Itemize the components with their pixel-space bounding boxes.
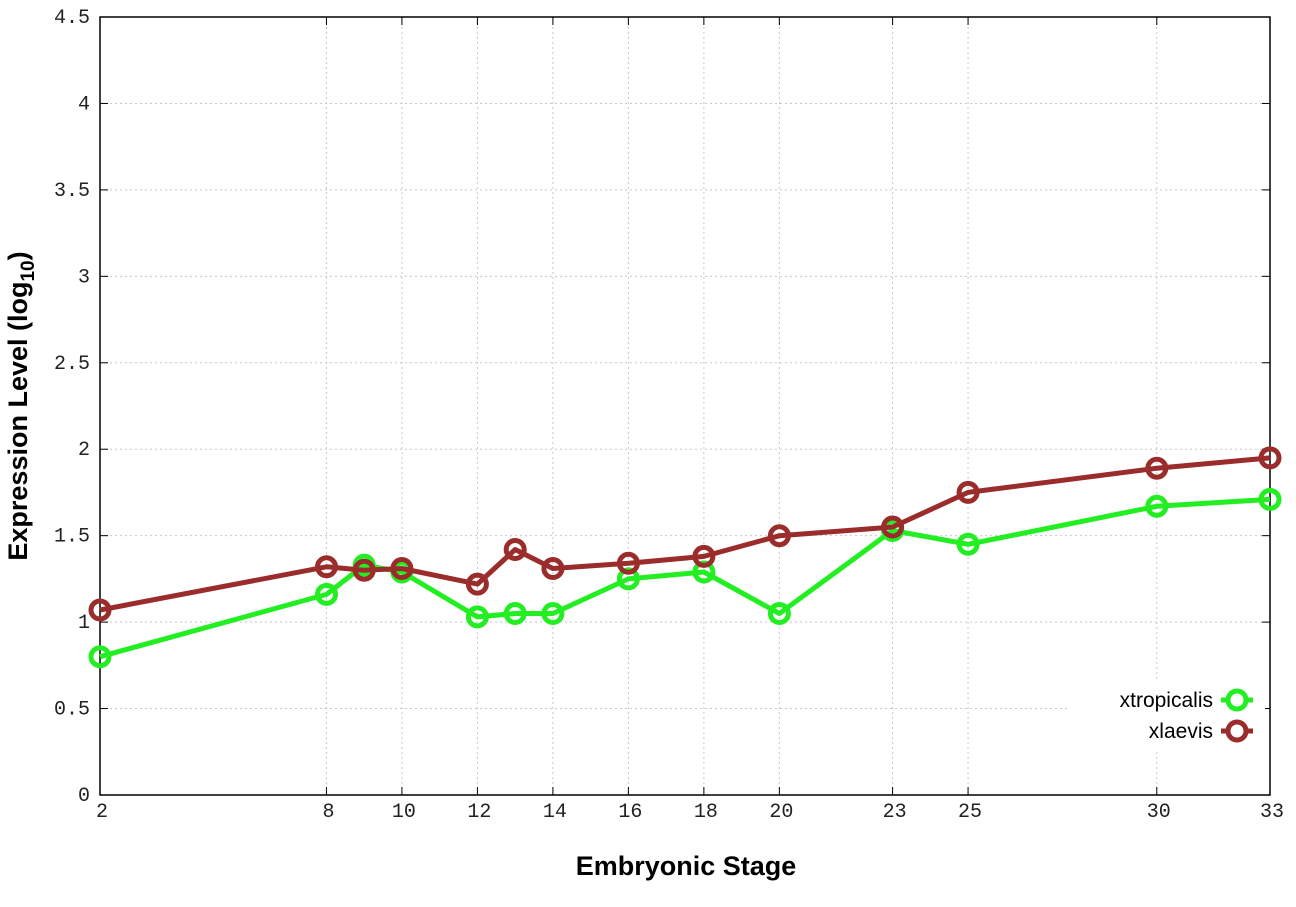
data-point-xlaevis — [1145, 456, 1169, 480]
y-tick-label: 0 — [78, 785, 90, 808]
y-tick-label: 3.5 — [54, 180, 90, 203]
data-point-xtropicalis — [1258, 487, 1282, 511]
x-axis-title: Embryonic Stage — [576, 851, 797, 881]
data-point-xtropicalis — [88, 645, 112, 669]
y-tick-label: 4.5 — [54, 7, 90, 30]
data-point-xlaevis — [315, 555, 338, 579]
data-point-xlaevis — [881, 515, 905, 539]
legend-swatch-marker-xlaevis — [1225, 719, 1249, 743]
axis-ticks: 0 0.5 1 1.5 2 2.5 3 3.5 4 4.5 2 8 10 12 14 16 18 20 23 25 30… — [54, 7, 1284, 824]
data-point-xtropicalis — [503, 602, 527, 625]
data-point-xlaevis — [1258, 446, 1282, 470]
data-point-xlaevis — [503, 538, 527, 561]
series-line-xlaevis — [99, 455, 1271, 613]
x-tick-label: 10 — [392, 801, 416, 824]
x-tick-label: 16 — [618, 801, 642, 824]
x-tick-label: 25 — [958, 801, 982, 824]
y-tick-label: 2.5 — [54, 353, 90, 376]
data-point-xtropicalis — [541, 602, 565, 625]
data-point-xlaevis — [767, 524, 791, 548]
x-tick-label: 2 — [96, 801, 108, 824]
data-point-xlaevis — [616, 551, 640, 575]
x-tick-label: 33 — [1260, 801, 1284, 824]
y-tick-label: 1.5 — [54, 526, 90, 549]
data-point-xtropicalis — [465, 605, 489, 629]
y-tick-label: 4 — [78, 93, 90, 116]
data-point-xtropicalis — [956, 532, 980, 556]
y-axis-title-main: Expression Level (log — [3, 282, 33, 561]
x-tick-label: 23 — [883, 801, 907, 824]
series-xlaevis — [88, 446, 1282, 622]
data-point-xlaevis — [88, 598, 112, 622]
y-tick-label: 3 — [78, 266, 90, 289]
y-axis-title-subscript: 10 — [18, 260, 39, 281]
legend-label-xlaevis: xlaevis — [1149, 720, 1213, 743]
data-point-xlaevis — [352, 558, 376, 582]
y-tick-label: 0.5 — [54, 699, 90, 722]
data-point-xlaevis — [692, 544, 716, 568]
legend-label-xtropicalis: xtropicalis — [1120, 689, 1213, 712]
x-tick-label: 12 — [467, 801, 491, 824]
series — [88, 446, 1282, 669]
y-axis-title: Expression Level (log10) — [3, 251, 39, 560]
data-point-xtropicalis — [767, 602, 791, 625]
x-tick-label: 20 — [769, 801, 793, 824]
x-tick-label: 30 — [1147, 801, 1171, 824]
data-point-xtropicalis — [1145, 494, 1169, 518]
data-point-xlaevis — [465, 572, 489, 596]
data-point-xlaevis — [541, 557, 565, 580]
y-tick-label: 2 — [78, 439, 90, 462]
x-tick-label: 14 — [543, 801, 567, 824]
x-tick-label: 8 — [322, 801, 334, 824]
plot-frame — [99, 16, 1271, 796]
data-point-xlaevis — [390, 557, 414, 580]
grid — [100, 17, 1270, 795]
y-tick-label: 1 — [78, 612, 90, 635]
data-point-xlaevis — [956, 480, 980, 504]
y-axis-title-close: ) — [3, 251, 33, 260]
x-tick-label: 18 — [694, 801, 718, 824]
legend: xtropicalis xlaevis — [1070, 680, 1265, 752]
data-point-xtropicalis — [315, 582, 338, 606]
legend-swatch-marker-xtropicalis — [1225, 688, 1249, 712]
